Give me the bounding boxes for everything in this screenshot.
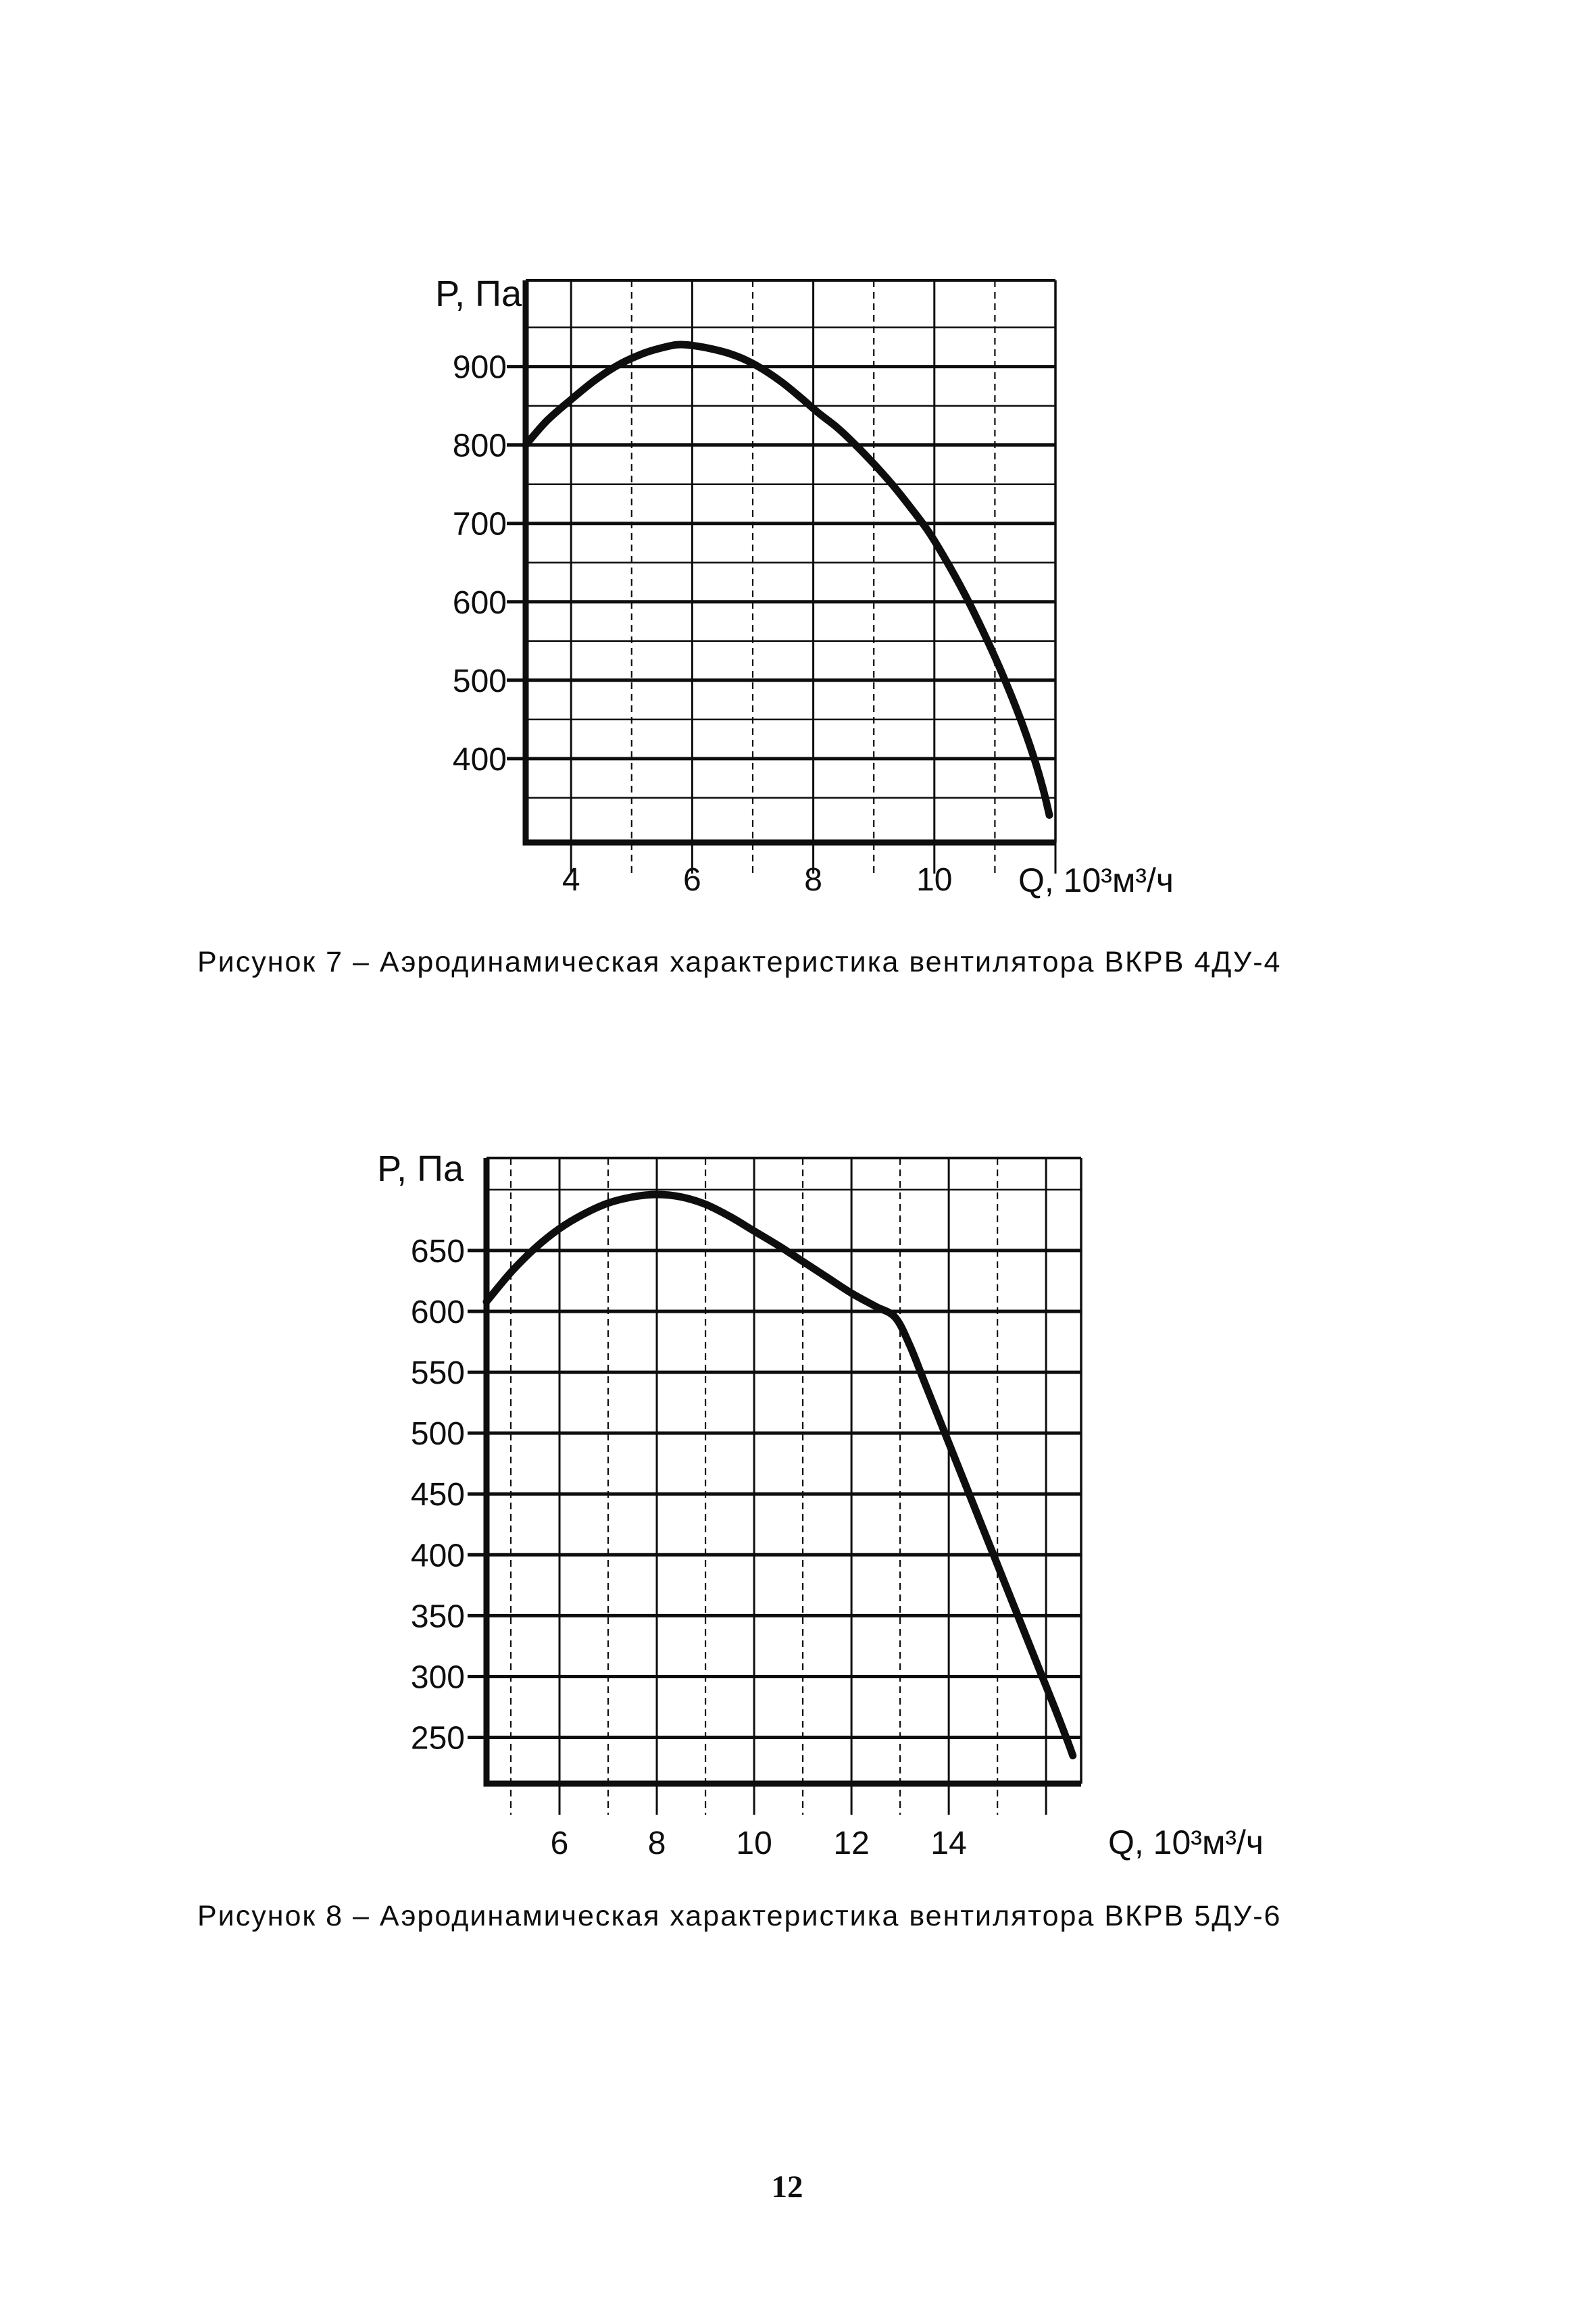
y-axis-title: P, Па bbox=[377, 1149, 464, 1189]
y-tick-label-500: 500 bbox=[453, 663, 507, 699]
x-axis-title: Q, 10³м³/ч bbox=[1108, 1823, 1264, 1861]
y-tick-label-550: 550 bbox=[411, 1355, 465, 1391]
y-tick-label-650: 650 bbox=[411, 1234, 465, 1269]
y-tick-label-900: 900 bbox=[453, 350, 507, 386]
y-tick-label-600: 600 bbox=[453, 585, 507, 621]
x-tick-label-12: 12 bbox=[833, 1826, 869, 1861]
y-tick-label-250: 250 bbox=[411, 1721, 465, 1757]
x-tick-label-10: 10 bbox=[736, 1826, 772, 1861]
fan-characteristic-curve bbox=[482, 1190, 1077, 1760]
y-tick-label-450: 450 bbox=[411, 1477, 465, 1513]
y-tick-label-600: 600 bbox=[411, 1294, 465, 1330]
y-tick-label-300: 300 bbox=[411, 1659, 465, 1695]
figure-8-caption: Рисунок 8 – Аэродинамическая характерист… bbox=[197, 1900, 1282, 1932]
x-tick-label-14: 14 bbox=[930, 1826, 966, 1861]
page-number: 12 bbox=[771, 2169, 803, 2205]
figure-8-chart: 650 600 550 500 450 400 350 300 250 6 8 10 12 14 P, Па… bbox=[377, 1149, 1264, 1861]
x-tick-label-6: 6 bbox=[551, 1826, 569, 1861]
y-tick-label-700: 700 bbox=[453, 507, 507, 543]
x-tick-label-8: 8 bbox=[648, 1826, 666, 1861]
x-tick-label-4: 4 bbox=[562, 862, 580, 898]
y-tick-label-400: 400 bbox=[453, 742, 507, 778]
y-axis-title: P, Па bbox=[435, 274, 522, 314]
x-tick-label-10: 10 bbox=[916, 862, 952, 898]
x-axis-title: Q, 10³м³/ч bbox=[1018, 861, 1174, 899]
y-tick-label-800: 800 bbox=[453, 428, 507, 464]
figure-7-caption: Рисунок 7 – Аэродинамическая характерист… bbox=[197, 946, 1282, 978]
y-tick-label-350: 350 bbox=[411, 1599, 465, 1634]
figure-7-chart: 900 800 700 600 500 400 4 6 8 10 P, Па Q, 10³м³/ч bbox=[435, 274, 1174, 899]
fan-characteristic-curve bbox=[522, 341, 1053, 819]
x-tick-label-6: 6 bbox=[683, 862, 701, 898]
x-tick-label-8: 8 bbox=[804, 862, 822, 898]
y-tick-label-400: 400 bbox=[411, 1538, 465, 1574]
y-tick-label-500: 500 bbox=[411, 1416, 465, 1452]
